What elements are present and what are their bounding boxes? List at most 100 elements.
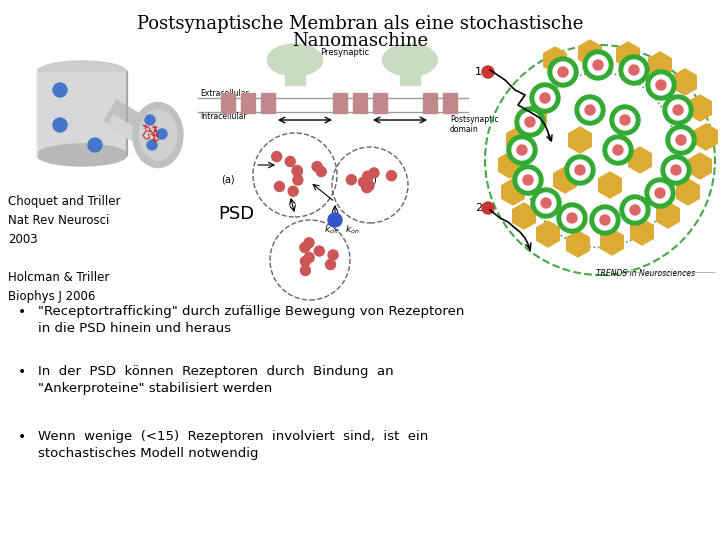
Circle shape [663,95,693,125]
Bar [333,93,347,113]
Circle shape [588,55,608,75]
Circle shape [615,110,635,130]
Circle shape [608,140,628,160]
Circle shape [541,198,551,208]
Circle shape [325,260,336,269]
Text: Intracellular: Intracellular [200,112,247,121]
Circle shape [673,105,683,115]
Circle shape [512,140,532,160]
Text: Postsynaptic
domain: Postsynaptic domain [450,115,499,134]
Circle shape [482,66,494,78]
Circle shape [293,175,303,185]
Ellipse shape [133,103,183,167]
Circle shape [666,160,686,180]
Circle shape [671,165,681,175]
Circle shape [590,205,620,235]
Circle shape [668,100,688,120]
Circle shape [583,50,613,80]
Bar [353,93,367,113]
Circle shape [147,140,157,150]
Circle shape [630,205,640,215]
Circle shape [314,246,324,256]
Circle shape [656,80,666,90]
Text: (b): (b) [363,174,377,184]
Circle shape [620,115,630,125]
Bar [285,59,305,85]
Circle shape [515,107,545,137]
Ellipse shape [139,110,177,160]
Circle shape [523,175,533,185]
Circle shape [620,195,650,225]
Circle shape [520,112,540,132]
Ellipse shape [37,144,127,166]
Circle shape [363,171,373,181]
Circle shape [362,182,372,192]
Circle shape [53,118,67,132]
Circle shape [535,88,555,108]
Circle shape [531,188,561,218]
Circle shape [595,210,615,230]
Circle shape [625,200,645,220]
Circle shape [558,67,568,77]
Circle shape [518,170,538,190]
Text: $k_{off}$: $k_{off}$ [324,224,340,237]
Circle shape [525,117,535,127]
Circle shape [600,215,610,225]
Circle shape [585,105,595,115]
Circle shape [540,93,550,103]
Circle shape [671,130,691,150]
Circle shape [575,165,585,175]
Text: TRENDS in Neurosciences: TRENDS in Neurosciences [596,269,695,278]
Text: Extracellular: Extracellular [200,89,248,98]
Circle shape [536,193,556,213]
Circle shape [655,188,665,198]
Circle shape [292,166,302,177]
Circle shape [274,181,284,192]
Circle shape [53,83,67,97]
Ellipse shape [37,61,127,83]
Text: •: • [18,305,26,319]
Text: 2: 2 [475,203,482,213]
Circle shape [328,213,342,227]
Circle shape [613,145,623,155]
Circle shape [666,125,696,155]
Bar [221,93,235,113]
Circle shape [292,165,302,176]
Circle shape [567,213,577,223]
Circle shape [619,55,649,85]
Circle shape [359,177,369,187]
Circle shape [646,70,676,100]
Circle shape [288,186,298,196]
Circle shape [157,129,167,139]
Circle shape [645,178,675,208]
Circle shape [517,145,527,155]
Circle shape [629,65,639,75]
Circle shape [304,238,314,248]
Circle shape [651,75,671,95]
Circle shape [661,155,691,185]
Circle shape [271,152,282,161]
Circle shape [610,105,640,135]
Text: $k_{on}$: $k_{on}$ [345,224,360,237]
Circle shape [328,250,338,260]
Bar [37,72,127,155]
Circle shape [603,135,633,165]
Circle shape [300,242,310,253]
Circle shape [369,168,379,178]
Text: Postsynaptische Membran als eine stochastische: Postsynaptische Membran als eine stochas… [137,15,583,33]
Circle shape [364,180,374,191]
Circle shape [312,161,322,172]
Bar [400,59,420,85]
Circle shape [304,253,314,262]
Ellipse shape [382,44,438,76]
Text: •: • [18,365,26,379]
Bar [261,93,275,113]
Text: Wenn  wenige  (<15)  Rezeptoren  involviert  sind,  ist  ein
stochastisches Mode: Wenn wenige (<15) Rezeptoren involviert … [38,430,428,460]
Bar [423,93,437,113]
Text: •: • [18,430,26,444]
Text: PSD: PSD [218,205,254,223]
Circle shape [593,60,603,70]
Circle shape [548,57,578,87]
Text: Presynaptic: Presynaptic [320,48,369,57]
Circle shape [650,183,670,203]
